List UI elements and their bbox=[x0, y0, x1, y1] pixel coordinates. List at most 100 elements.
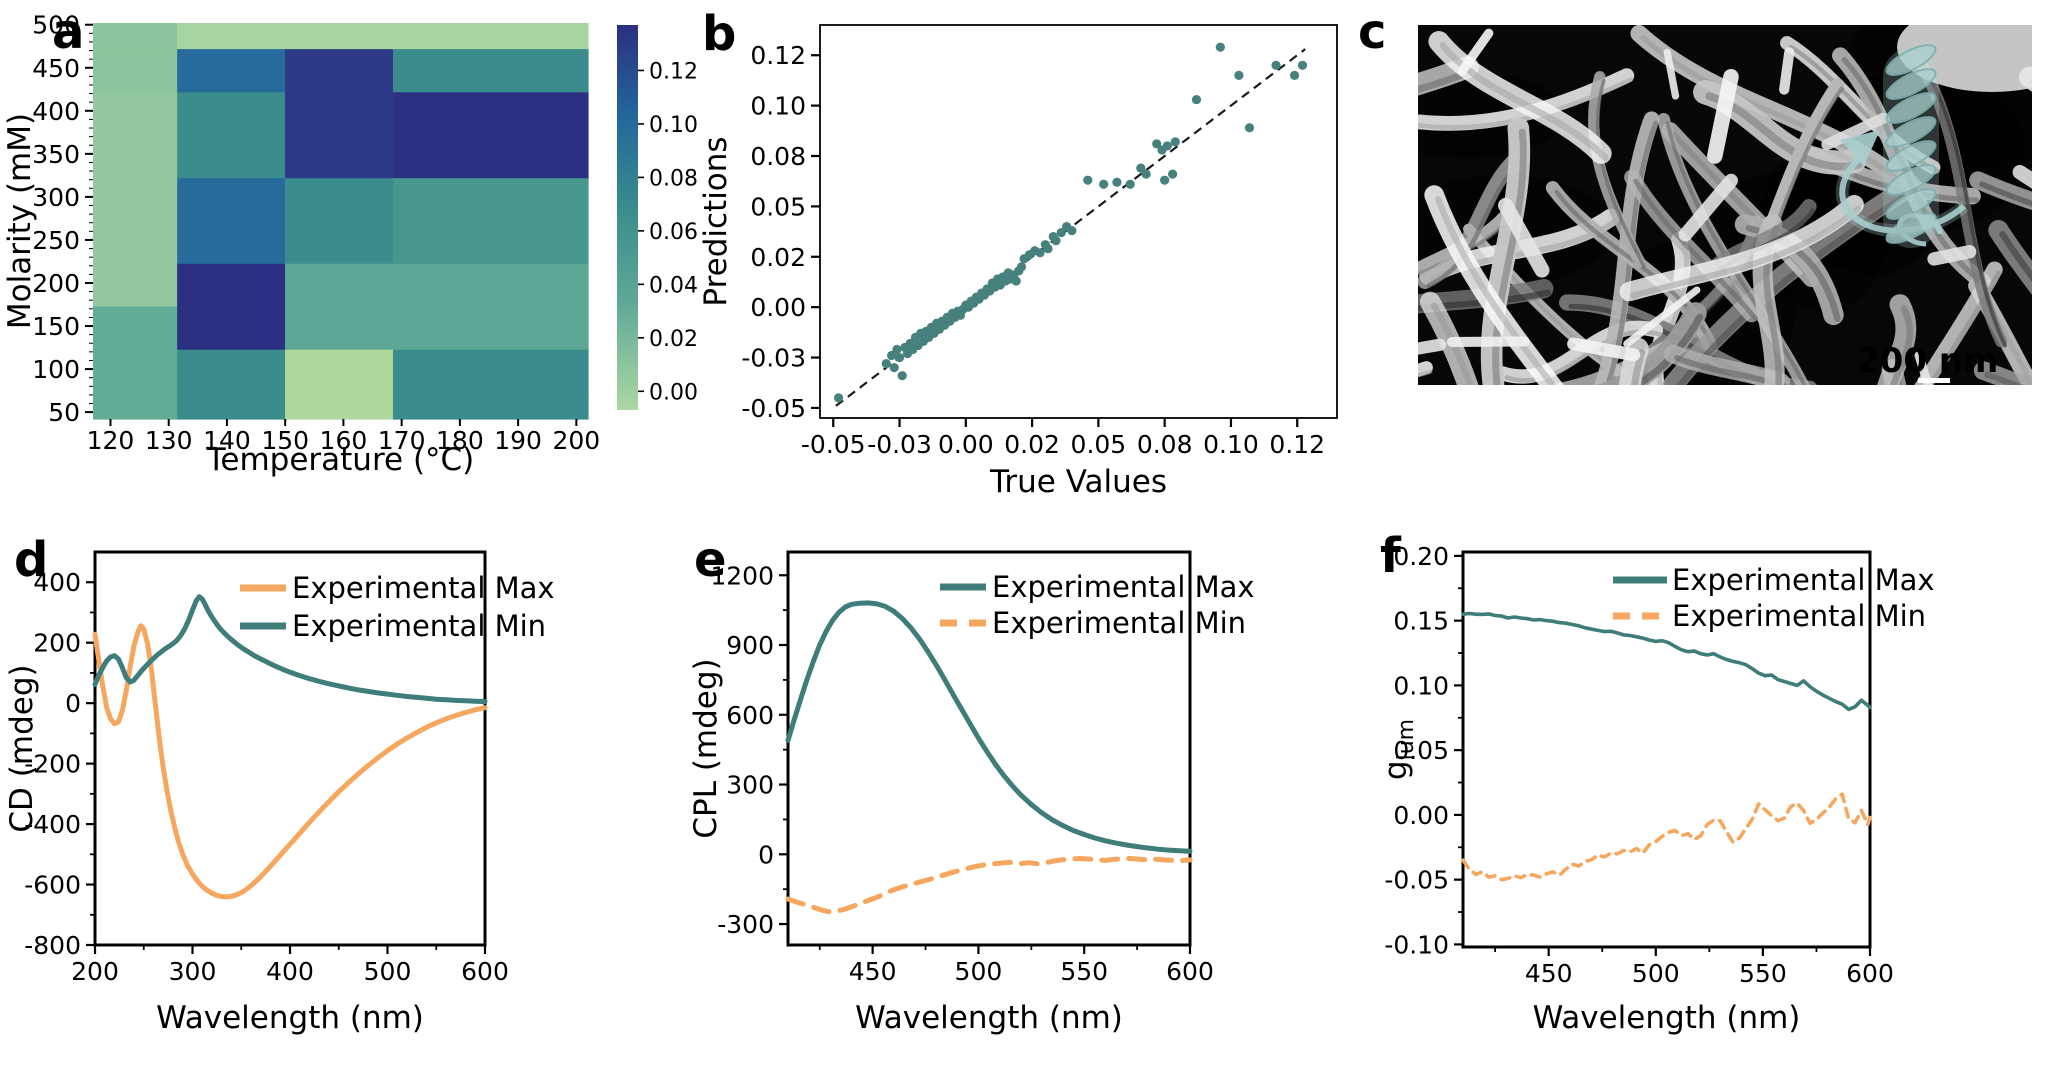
sem-fiber bbox=[1881, 359, 1907, 385]
heatmap-cell bbox=[177, 178, 286, 222]
heatmap-cell bbox=[392, 92, 589, 137]
legend-item-experimental-max-label: Experimental Max bbox=[992, 570, 1255, 604]
heatmap-cell bbox=[392, 23, 589, 50]
x-tick-label: 180 bbox=[436, 426, 484, 455]
scatter-point bbox=[1056, 227, 1066, 238]
sem-fiber-shade bbox=[2030, 78, 2032, 85]
helix-turn bbox=[1885, 188, 1937, 220]
sem-fiber-shade bbox=[1418, 289, 1551, 312]
scatter-point bbox=[892, 344, 902, 355]
sem-fiber bbox=[1418, 278, 1554, 314]
x-tick-label: 500 bbox=[1632, 959, 1680, 988]
sem-fiber bbox=[1619, 194, 1864, 302]
scale-label: 200 nm bbox=[1856, 341, 1998, 381]
scatter-point bbox=[1016, 262, 1027, 272]
y-tick-label: 0.20 bbox=[1393, 542, 1449, 571]
x-tick-label: 120 bbox=[87, 426, 135, 455]
rotation-arrow bbox=[1839, 155, 1967, 234]
colorbar bbox=[617, 25, 638, 410]
heatmap-cell bbox=[93, 263, 178, 308]
scatter-point bbox=[1035, 248, 1045, 258]
heatmap-cell bbox=[392, 135, 589, 179]
y-tick-label: 600 bbox=[726, 701, 774, 730]
y-tick-label: 300 bbox=[726, 771, 774, 800]
sem-highlight bbox=[1927, 245, 1977, 266]
scatter-point bbox=[1271, 60, 1281, 70]
plot-frame bbox=[786, 550, 1192, 947]
heatmap-cell bbox=[177, 221, 286, 265]
x-tick-label: 170 bbox=[378, 426, 426, 455]
scatter-point bbox=[1162, 141, 1172, 151]
heatmap-cell bbox=[285, 23, 394, 50]
y-tick-label: 1200 bbox=[710, 561, 774, 590]
scatter-point bbox=[1170, 137, 1180, 147]
heatmap-cell bbox=[93, 349, 178, 394]
sem-fiber-shade bbox=[1631, 349, 1646, 385]
x-axis-label: Wavelength (nm) bbox=[855, 1000, 1123, 1036]
sem-highlight bbox=[1567, 337, 1641, 362]
y-tick-label: 400 bbox=[32, 97, 80, 126]
sem-highlight bbox=[1707, 69, 1739, 164]
scatter-point bbox=[1112, 177, 1122, 187]
x-tick-label: -0.03 bbox=[867, 430, 932, 459]
x-tick-label: 0.12 bbox=[1269, 430, 1325, 459]
y-tick-label: -800 bbox=[24, 931, 81, 960]
y-tick-label: 400 bbox=[33, 568, 81, 597]
heatmap-cell bbox=[285, 392, 394, 420]
sem-highlight bbox=[1498, 197, 1550, 278]
x-tick-label: 0.02 bbox=[1004, 430, 1060, 459]
sem-highlight bbox=[1418, 338, 1447, 355]
scatter-point bbox=[1289, 70, 1300, 80]
sem-fiber-shade bbox=[1435, 195, 1557, 385]
x-tick-label: 600 bbox=[1166, 957, 1214, 986]
scatter-point bbox=[1191, 94, 1202, 105]
sem-fiber-shade bbox=[1892, 370, 1903, 385]
heatmap-cell bbox=[93, 23, 178, 50]
colorbar-tick-label: 0.04 bbox=[649, 273, 698, 298]
y-tick-label: -0.10 bbox=[1384, 930, 1449, 959]
y-tick-label: 0 bbox=[758, 840, 774, 869]
y-tick-label: 0.12 bbox=[750, 41, 806, 70]
panel-f-glum-spectrum: 450 500 550 600 0.20 0.15 0.10 0.05 0.00 -0.05 -0.… bbox=[1380, 542, 1935, 1036]
panel-f-letter: f bbox=[1380, 528, 1401, 584]
scatter-point bbox=[1234, 70, 1244, 80]
heatmap-cell bbox=[285, 49, 394, 93]
scatter-point bbox=[897, 371, 907, 381]
scatter-point bbox=[833, 393, 844, 403]
x-axis-label: Wavelength (nm) bbox=[156, 1000, 424, 1036]
x-tick-label: 0.05 bbox=[1071, 430, 1127, 459]
sem-fiber-shade bbox=[1920, 62, 2007, 348]
scatter-point bbox=[1099, 179, 1109, 189]
y-axis-label: CPL (mdeg) bbox=[690, 658, 724, 838]
y-tick-label: 100 bbox=[32, 355, 80, 384]
y-tick-label: -400 bbox=[24, 810, 81, 839]
x-tick-label: 130 bbox=[145, 426, 193, 455]
heatmap-cell bbox=[392, 349, 589, 394]
y-tick-label: 500 bbox=[32, 11, 80, 40]
heatmap-cell bbox=[285, 135, 394, 179]
scatter-point bbox=[1244, 123, 1255, 133]
heatmap-cell bbox=[93, 135, 178, 179]
legend-item-experimental-min-label: Experimental Min bbox=[292, 609, 546, 643]
y-tick-label: 900 bbox=[726, 631, 774, 660]
sem-highlight bbox=[1821, 112, 1889, 151]
helix-turn bbox=[1885, 140, 1937, 172]
heatmap-cell bbox=[285, 221, 394, 265]
panel-b-letter: b bbox=[702, 6, 737, 62]
sem-highlight bbox=[1446, 336, 1530, 347]
helix-arrow-icon bbox=[1835, 44, 1969, 248]
x-axis-label: Temperature (°C) bbox=[206, 442, 475, 478]
x-tick-label: 200 bbox=[71, 957, 119, 986]
sem-fiber-shade bbox=[1439, 42, 1609, 161]
heatmap-cell bbox=[93, 392, 178, 420]
y-tick-label: 0.15 bbox=[1393, 607, 1449, 636]
x-axis-label: True Values bbox=[989, 464, 1167, 500]
scatter-point bbox=[1067, 225, 1077, 236]
series-experimental-min bbox=[1461, 792, 1872, 882]
x-tick-label: 550 bbox=[1739, 959, 1787, 988]
sem-fiber bbox=[1480, 117, 1531, 385]
scatter-point bbox=[886, 350, 897, 361]
y-tick-label: 0.05 bbox=[1393, 736, 1449, 765]
legend-item-experimental-max-label: Experimental Max bbox=[1672, 563, 1935, 597]
